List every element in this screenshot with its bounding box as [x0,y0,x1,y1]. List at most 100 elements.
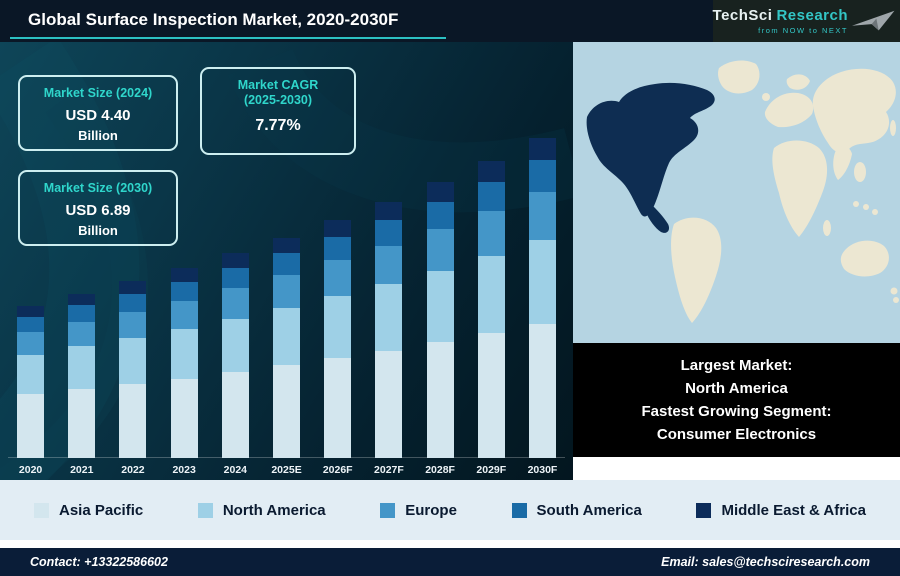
bar-segment-north-america [17,354,45,395]
footer-gap [0,540,900,548]
map-north-america [586,82,715,217]
bar-segment-south-america [17,316,45,333]
largest-market-value: North America [685,380,788,397]
x-axis-label: 2023 [172,464,196,476]
stat-unit: Billion [78,128,118,143]
fastest-segment-value: Consumer Electronics [656,426,817,443]
legend-label: South America [536,501,642,519]
bar-segment-europe [68,321,96,347]
stat-title-line2: (2025-2030) [243,93,313,107]
brand-name-secondary: Research [776,7,848,24]
map-india [833,146,852,180]
stat-title: Market CAGR [237,78,319,92]
legend-swatch [380,502,396,518]
bar-segment-asia-pacific [17,394,45,458]
bar-segment-asia-pacific [221,372,249,458]
bar-segment-south-america [170,281,198,301]
bar-segment-middle-east-africa [17,306,45,317]
x-axis-label: 2024 [223,464,248,476]
x-axis-label: 2026F [322,464,353,476]
map-british-isles [762,93,770,101]
bar-segment-europe [375,245,403,285]
bar-segment-north-america [68,346,96,390]
bar-segment-europe [170,300,198,330]
stat-box-market-cagr: Market CAGR (2025-2030) 7.77% [200,67,356,155]
bar-segment-europe [324,260,352,297]
bar-segment-middle-east-africa [324,219,352,237]
stat-value: 7.77% [255,117,301,134]
legend-swatch [696,502,712,518]
bar-column: 2028F [415,182,466,480]
legend-item: South America [511,501,642,519]
fastest-segment-label: Fastest Growing Segment: [641,403,832,420]
stacked-bar-2023 [170,268,198,458]
stacked-bar-2028F [426,182,454,458]
bar-column: 2029F [466,160,517,480]
bar-column: 2026F [312,219,363,480]
stacked-bar-2024 [221,253,249,458]
bar-segment-europe [221,288,249,319]
map-indonesia-3 [853,201,859,207]
bar-segment-north-america [528,240,556,324]
main-content: Market Size (2024) USD 4.40 Billion Mark… [0,42,900,480]
bar-segment-south-america [426,201,454,230]
brand-name: TechSci Research [713,7,848,24]
stacked-bar-2029F [477,160,505,458]
bar-segment-middle-east-africa [119,281,147,294]
map-new-zealand-2 [893,297,899,303]
map-africa [772,140,828,237]
bar-segment-north-america [375,284,403,351]
bar-segment-south-america [68,305,96,322]
map-greenland [718,60,760,94]
x-axis-label: 2030F [527,464,558,476]
bar-column: 2027F [363,201,414,480]
bar-segment-asia-pacific [375,350,403,458]
map-indonesia-2 [872,209,878,215]
header: Global Surface Inspection Market, 2020-2… [0,0,900,42]
bar-column: 2024 [210,253,261,480]
stacked-bar-2020 [17,306,45,458]
bar-segment-europe [477,211,505,257]
bar-segment-asia-pacific [119,384,147,458]
x-axis-label: 2027F [374,464,404,476]
stacked-bar-2022 [119,281,147,458]
world-map [573,42,900,343]
bar-segment-south-america [119,293,147,312]
bar-column: 2030F [517,138,568,480]
bar-chart: 2020 2021 2022 2023 2024 2025E 2026F 2027F 2028F… [0,42,573,480]
page-title: Global Surface Inspection Market, 2020-2… [28,10,399,29]
brand-name-primary: TechSci [712,7,773,24]
map-australia [840,240,889,277]
legend-item: Asia Pacific [34,502,143,519]
bar-segment-north-america [221,319,249,372]
map-asia [812,68,896,153]
map-indonesia-1 [863,204,869,210]
bar-segment-europe [119,311,147,338]
map-southeast-asia [854,162,866,182]
bar-segment-middle-east-africa [170,268,198,282]
map-central-america [646,204,670,233]
contact-email: Email: sales@techsciresearch.com [661,555,870,569]
bar-segment-middle-east-africa [273,238,301,254]
stat-unit: Billion [78,223,118,238]
bar-segment-south-america [375,219,403,246]
brand-logo: TechSci Research from NOW to NEXT [713,0,900,42]
bar-segment-middle-east-africa [68,293,96,306]
bar-segment-europe [273,275,301,309]
stat-value: USD 6.89 [65,202,131,219]
map-south-america [671,217,722,323]
right-filler [573,457,900,480]
x-axis-label: 2022 [121,464,145,476]
map-madagascar [823,220,831,236]
bar-segment-south-america [221,267,249,289]
bar-segment-asia-pacific [68,389,96,458]
legend-item: North America [197,502,326,519]
legend-label: Asia Pacific [59,501,144,519]
map-scandinavia [786,74,810,90]
bar-segment-europe [17,332,45,355]
bar-segment-asia-pacific [273,365,301,458]
bar-segment-europe [528,192,556,241]
bar-segment-south-america [528,160,556,193]
contact-phone: Contact: +13322586602 [30,555,168,569]
bar-segment-south-america [324,236,352,261]
